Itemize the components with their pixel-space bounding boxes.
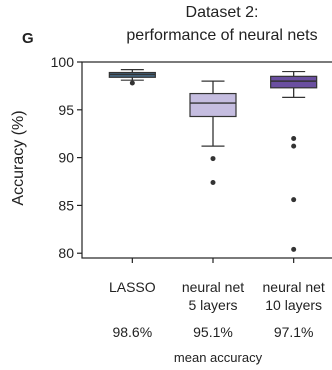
y-tick-label: 95 <box>58 102 74 118</box>
chart-subtitle: performance of neural nets <box>126 27 317 44</box>
panel-label: G <box>22 30 34 47</box>
y-axis-label: Accuracy (%) <box>10 110 27 205</box>
mean-accuracy-label: mean accuracy <box>174 350 263 365</box>
outlier-point <box>291 135 297 141</box>
mean-accuracy-value: 95.1% <box>193 324 233 340</box>
outlier-point <box>291 246 297 252</box>
outlier-point <box>291 143 297 149</box>
outlier-point <box>210 156 216 162</box>
x-tick-label: LASSO <box>109 279 156 295</box>
outlier-point <box>210 179 216 185</box>
x-tick-label: neural net <box>182 279 244 295</box>
y-tick-label: 80 <box>58 245 74 261</box>
plot-frame <box>81 61 332 259</box>
x-tick-label: 5 layers <box>188 297 237 313</box>
outlier-point <box>129 80 135 86</box>
mean-accuracy-value: 98.6% <box>112 324 152 340</box>
x-tick-label: neural net <box>263 279 325 295</box>
y-tick-label: 85 <box>58 197 74 213</box>
box <box>189 92 237 118</box>
y-tick-label: 90 <box>58 150 74 166</box>
box-group <box>189 80 237 185</box>
x-axis: LASSO 98.6% neural net 5 layers 95.1% neural … <box>109 258 325 340</box>
y-tick-label: 100 <box>51 54 75 70</box>
y-axis: 80 85 90 95 100 <box>51 54 82 261</box>
x-tick-label: 10 layers <box>265 297 322 313</box>
plot-area <box>81 61 332 259</box>
box-group <box>270 70 318 252</box>
mean-accuracy-value: 97.1% <box>274 324 314 340</box>
chart-title: Dataset 2: <box>186 4 259 21</box>
box <box>270 75 318 89</box>
box-group <box>108 69 156 86</box>
outlier-point <box>291 197 297 203</box>
